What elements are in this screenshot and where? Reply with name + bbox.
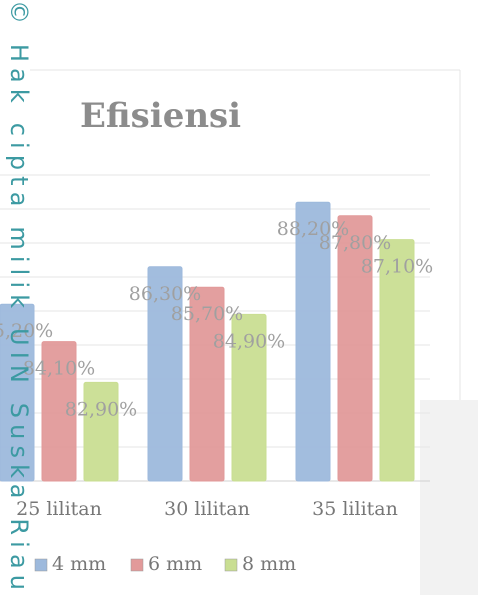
legend-swatch	[34, 558, 48, 572]
data-label: 87,80%	[319, 232, 391, 254]
data-label: 87,10%	[361, 256, 433, 278]
legend-swatch	[224, 558, 238, 572]
bar	[147, 266, 183, 482]
bar	[337, 215, 373, 482]
watermark: © Hak cipta milik UIN Suska Riau	[5, 0, 33, 590]
data-label: 88,20%	[277, 218, 349, 240]
bar	[231, 313, 267, 482]
bar	[0, 303, 35, 482]
bar	[295, 201, 331, 482]
bar	[379, 239, 415, 482]
legend-swatch	[130, 558, 144, 572]
legend-label: 4 mm	[52, 553, 106, 575]
legend-label: 8 mm	[242, 553, 296, 575]
legend-label: 6 mm	[148, 553, 202, 575]
data-label: 82,90%	[65, 398, 137, 420]
data-label: 86,30%	[129, 283, 201, 305]
logo-shape	[420, 400, 478, 595]
data-label: 85,70%	[171, 303, 243, 325]
data-label: 84,90%	[213, 330, 285, 352]
data-label: 85,20%	[0, 320, 53, 342]
x-tick-label: 30 lilitan	[164, 498, 250, 520]
x-tick-label: 35 lilitan	[312, 498, 398, 520]
bar	[41, 341, 77, 482]
chart-title: Efisiensi	[80, 96, 241, 136]
bar	[83, 381, 119, 482]
x-tick-label: 25 lilitan	[16, 498, 102, 520]
bar	[189, 286, 225, 482]
data-label: 84,10%	[23, 358, 95, 380]
